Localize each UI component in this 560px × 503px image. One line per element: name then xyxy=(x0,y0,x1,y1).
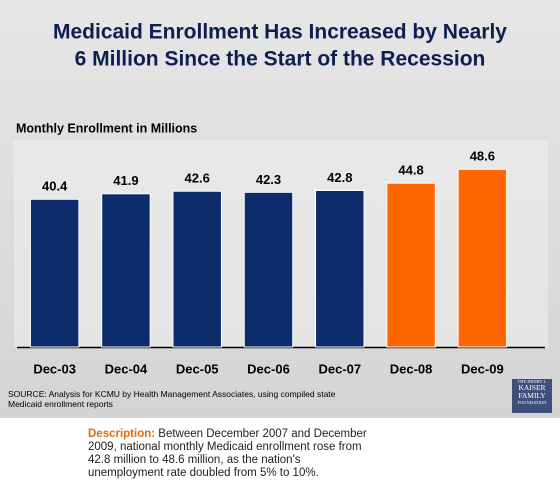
bar xyxy=(243,191,294,348)
chart-title: Medicaid Enrollment Has Increased by Nea… xyxy=(53,21,507,44)
bar xyxy=(386,182,436,348)
value-label: 48.6 xyxy=(470,149,495,164)
description-label: Description: xyxy=(88,428,156,440)
logo-text: FOUNDATION xyxy=(517,400,547,405)
value-label: 42.3 xyxy=(256,172,281,187)
x-tick-label: Dec-09 xyxy=(461,361,504,376)
description-text: Between December 2007 and December 2009,… xyxy=(88,428,367,479)
chart: Medicaid Enrollment Has Increased by Nea… xyxy=(16,20,545,377)
x-tick-label: Dec-05 xyxy=(176,361,219,376)
chart-subtitle: Monthly Enrollment in Millions xyxy=(16,121,197,135)
bar xyxy=(315,189,365,348)
bar xyxy=(457,168,508,348)
value-label: 42.8 xyxy=(327,170,352,185)
x-tick-label: Dec-08 xyxy=(390,361,433,376)
x-tick-label: Dec-04 xyxy=(105,361,148,376)
x-tick-label: Dec-07 xyxy=(318,361,361,376)
logo-text: KAISER xyxy=(518,383,546,392)
value-label: 42.6 xyxy=(185,171,210,186)
logo-text: THE HENRY J. xyxy=(517,379,547,384)
value-label: 40.4 xyxy=(42,179,68,194)
x-tick-label: Dec-06 xyxy=(247,361,290,376)
source-note: SOURCE: Analysis for KCMU by Health Mana… xyxy=(8,389,336,409)
chart-title: 6 Million Since the Start of the Recessi… xyxy=(75,48,486,71)
bar xyxy=(29,198,80,348)
bar xyxy=(101,193,151,348)
x-tick-label: Dec-03 xyxy=(33,361,76,376)
value-label: 44.8 xyxy=(398,163,423,178)
value-label: 41.9 xyxy=(113,173,138,188)
logo-text: FAMILY xyxy=(518,391,546,400)
bar xyxy=(172,190,222,348)
description: Description: Between December 2007 and D… xyxy=(88,428,373,480)
logo: THE HENRY J. KAISER FAMILY FOUNDATION xyxy=(512,379,552,413)
